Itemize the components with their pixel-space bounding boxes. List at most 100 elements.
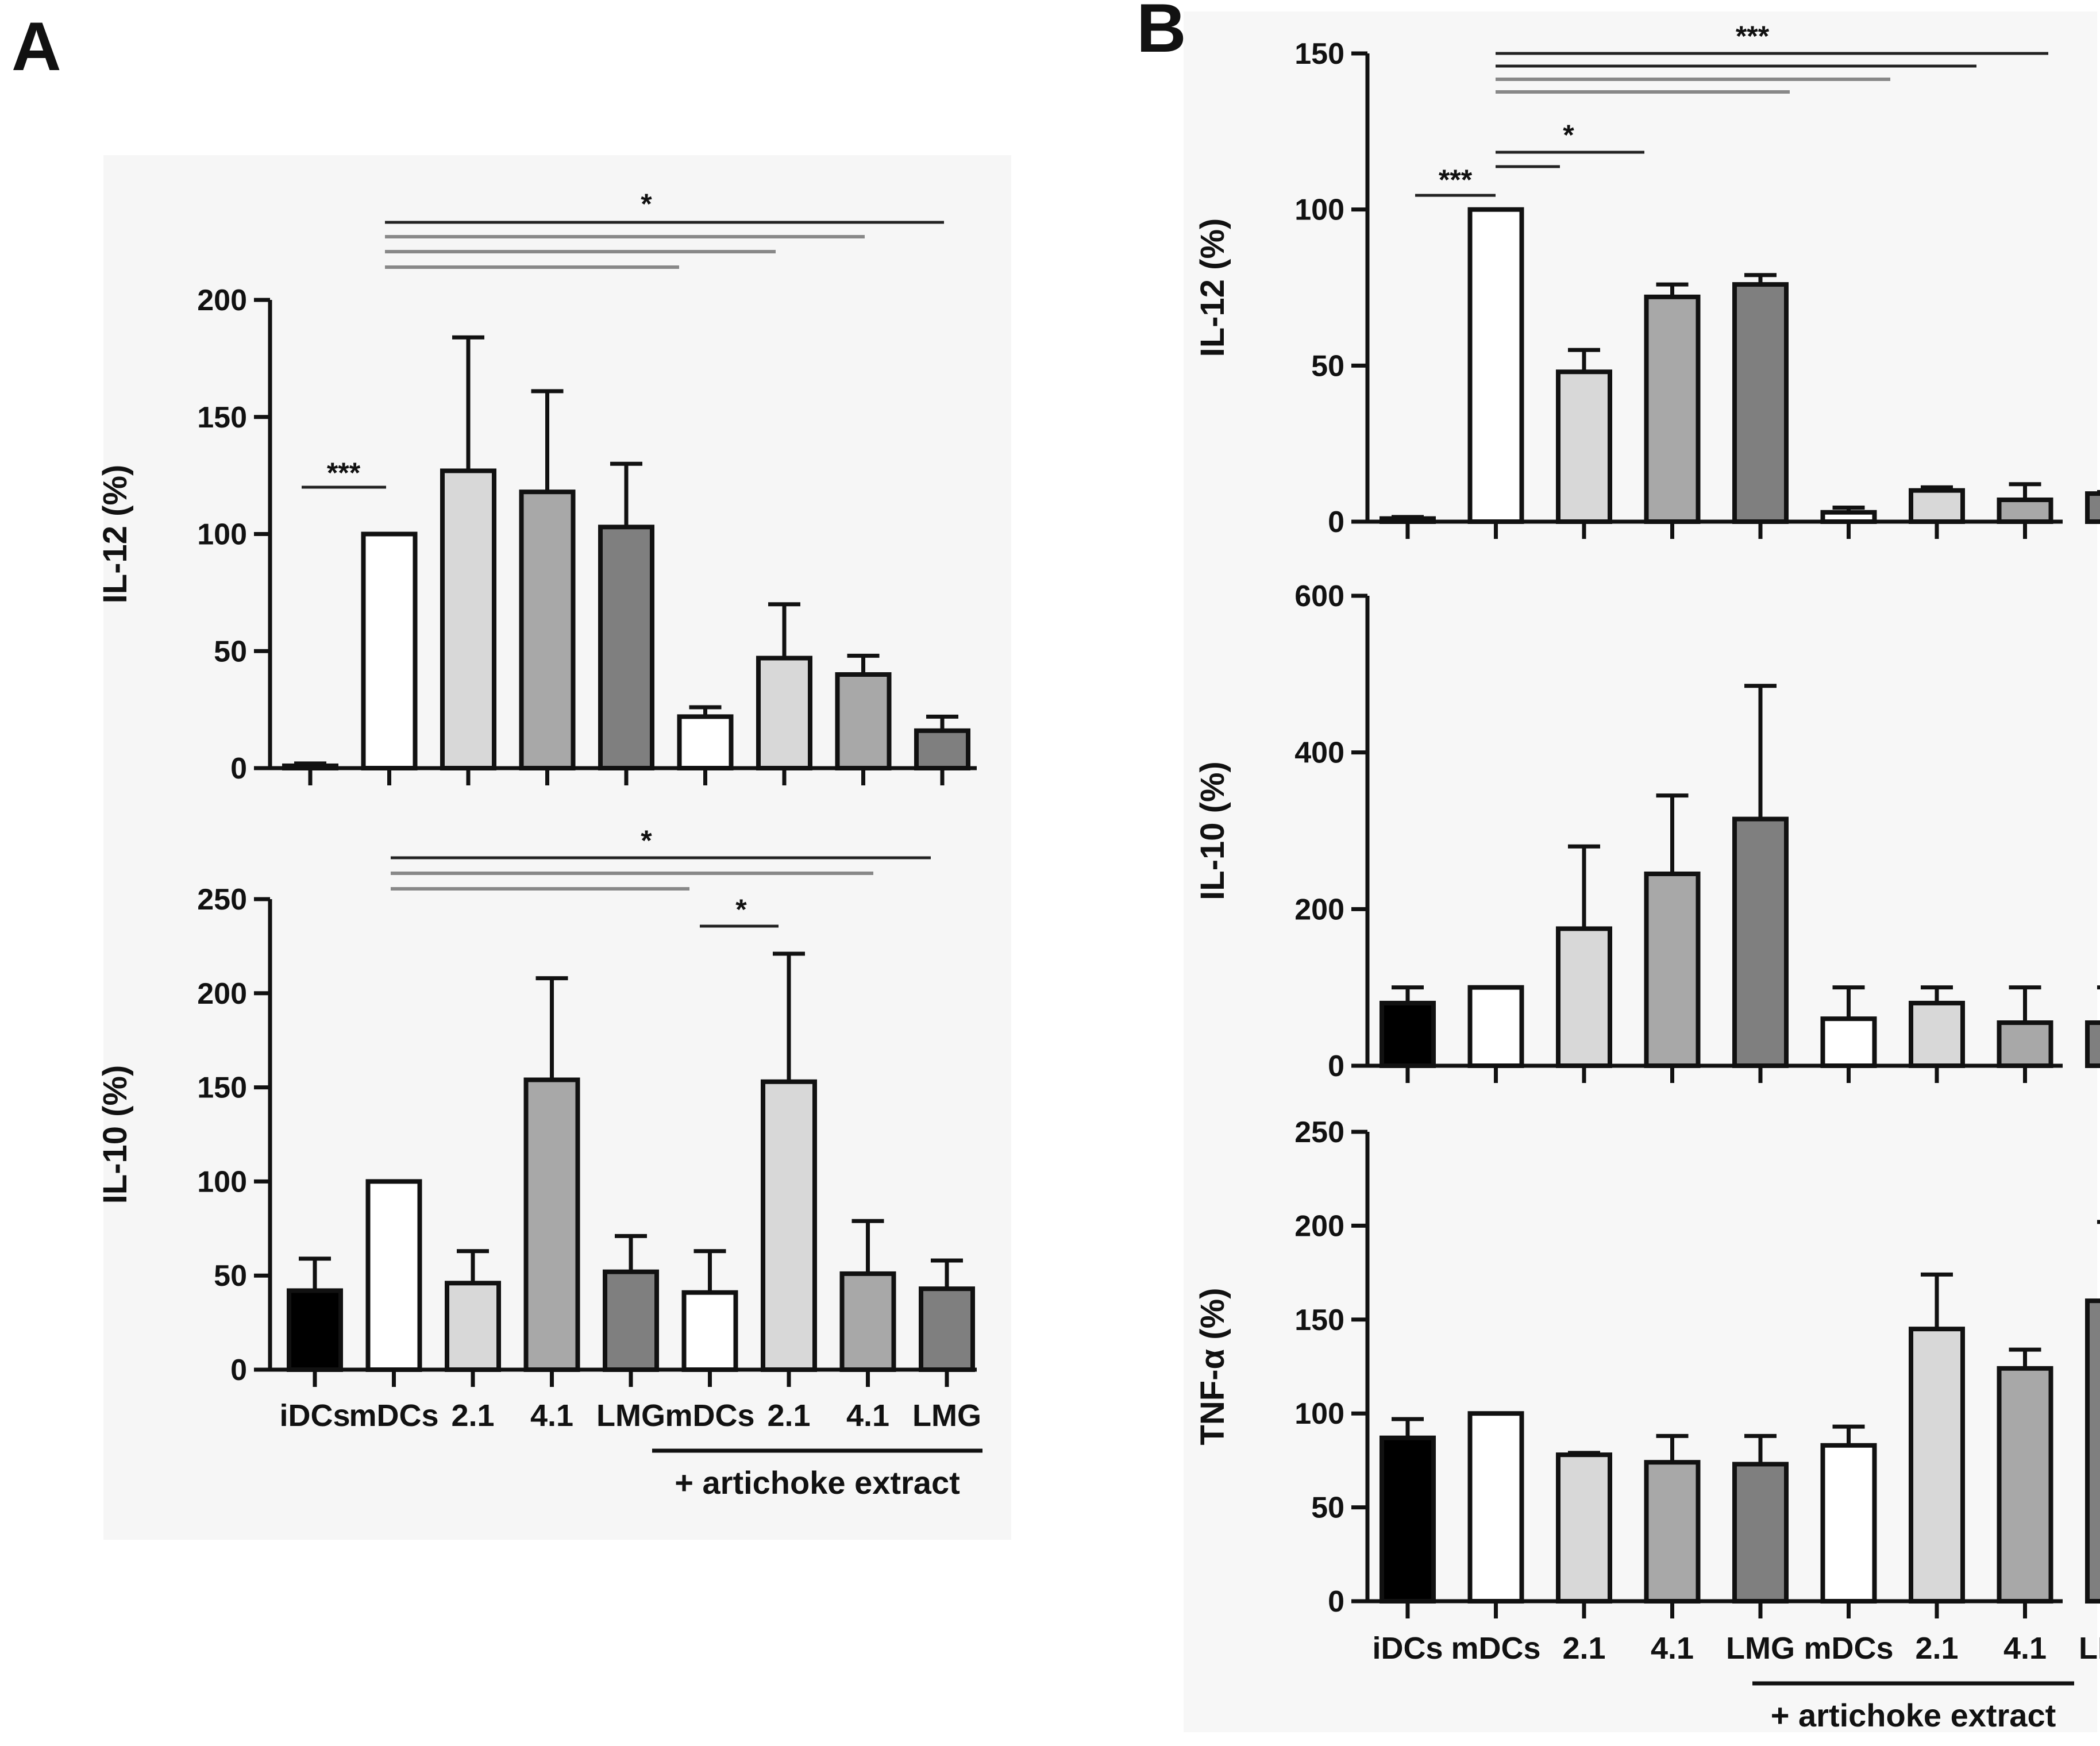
panel-b-category-label-5: mDCs bbox=[1804, 1631, 1893, 1666]
bar-B_IL12-1 bbox=[1467, 207, 1524, 524]
panel-a-group-label: + artichoke extract bbox=[675, 1464, 960, 1501]
panel-a-category-label-5: mDCs bbox=[665, 1398, 754, 1433]
significance-label: * bbox=[1563, 119, 1574, 151]
bar-B_IL10-2 bbox=[1556, 926, 1612, 1068]
bar-B_TNF-2 bbox=[1556, 1452, 1612, 1604]
y-axis-label: TNF-α (%) bbox=[1194, 1288, 1231, 1445]
bar-B_IL12-3 bbox=[1644, 294, 1701, 524]
bar-A_IL12-4 bbox=[598, 525, 654, 771]
bar-B_IL10-6 bbox=[1909, 1000, 1965, 1069]
bar-B_IL10-8 bbox=[2085, 1020, 2100, 1069]
y-tick-label: 0 bbox=[230, 1354, 247, 1387]
y-axis-label: IL-10 (%) bbox=[97, 1065, 134, 1204]
panel-a-category-label-1: mDCs bbox=[349, 1398, 438, 1433]
y-tick-label: 0 bbox=[1328, 1585, 1344, 1618]
y-tick-label: 150 bbox=[1294, 1304, 1344, 1337]
bar-B_IL12-7 bbox=[1997, 497, 2053, 525]
y-tick-label: 100 bbox=[1294, 1397, 1344, 1431]
bar-B_IL12-0 bbox=[1380, 516, 1436, 524]
y-tick-label: 250 bbox=[197, 883, 247, 916]
panel-b-group-label: + artichoke extract bbox=[1771, 1697, 2056, 1733]
y-axis-label: IL-10 (%) bbox=[1194, 761, 1231, 900]
panel-b-category-label-3: 4.1 bbox=[1651, 1631, 1694, 1666]
panel-b-category-label-4: LMG bbox=[1726, 1631, 1795, 1666]
bar-A_IL10-7 bbox=[839, 1271, 896, 1373]
bar-B_TNF-1 bbox=[1467, 1411, 1524, 1604]
panel-a-category-label-0: iDCs bbox=[279, 1398, 350, 1433]
y-tick-label: 600 bbox=[1294, 580, 1344, 613]
panel-b-category-label-7: 4.1 bbox=[2003, 1631, 2047, 1666]
y-tick-label: 150 bbox=[197, 1072, 247, 1105]
y-tick-label: 400 bbox=[1294, 737, 1344, 770]
bar-A_IL10-6 bbox=[761, 1079, 817, 1372]
y-tick-label: 50 bbox=[214, 1259, 247, 1293]
y-tick-label: 50 bbox=[214, 635, 247, 668]
bar-B_TNF-4 bbox=[1732, 1462, 1789, 1604]
y-tick-label: 200 bbox=[1294, 893, 1344, 926]
bar-B_IL12-5 bbox=[1820, 510, 1877, 525]
significance-label: * bbox=[735, 893, 747, 926]
significance-label: *** bbox=[1736, 20, 1770, 52]
significance-label: * bbox=[641, 824, 652, 857]
panel-a-category-label-4: LMG bbox=[596, 1398, 665, 1433]
bar-B_IL12-8 bbox=[2085, 491, 2100, 524]
panel-label-b: B bbox=[1136, 0, 1186, 67]
y-tick-label: 100 bbox=[197, 518, 247, 552]
bar-B_IL10-1 bbox=[1467, 985, 1524, 1068]
bar-B_IL10-5 bbox=[1820, 1016, 1877, 1068]
bar-A_IL12-8 bbox=[914, 728, 970, 771]
y-tick-label: 200 bbox=[197, 284, 247, 317]
bar-B_TNF-7 bbox=[1997, 1366, 2053, 1604]
bar-B_IL12-2 bbox=[1556, 369, 1612, 524]
panel-a-category-label-6: 2.1 bbox=[767, 1398, 810, 1433]
bar-B_IL12-4 bbox=[1732, 282, 1789, 524]
bar-B_IL10-0 bbox=[1380, 1000, 1436, 1069]
bar-A_IL10-0 bbox=[287, 1288, 343, 1372]
panel-b-category-label-1: mDCs bbox=[1451, 1631, 1540, 1666]
panel-a-category-label-2: 2.1 bbox=[451, 1398, 494, 1433]
bar-A_IL12-5 bbox=[677, 714, 734, 770]
y-tick-label: 0 bbox=[1328, 1050, 1344, 1083]
bar-B_IL10-3 bbox=[1644, 871, 1701, 1068]
panel-b-category-label-8: LMG bbox=[2079, 1631, 2100, 1666]
bar-B_TNF-3 bbox=[1644, 1460, 1701, 1604]
y-tick-label: 100 bbox=[197, 1165, 247, 1198]
bar-A_IL12-6 bbox=[756, 656, 812, 770]
y-tick-label: 200 bbox=[197, 977, 247, 1011]
y-tick-label: 150 bbox=[197, 401, 247, 434]
bar-A_IL10-5 bbox=[681, 1290, 738, 1373]
bar-A_IL10-4 bbox=[603, 1269, 659, 1372]
bar-A_IL10-2 bbox=[445, 1281, 501, 1372]
y-axis-label: IL-12 (%) bbox=[97, 465, 134, 604]
y-tick-label: 50 bbox=[1311, 1491, 1344, 1525]
bar-A_IL12-1 bbox=[361, 531, 418, 770]
bar-A_IL12-2 bbox=[440, 468, 496, 770]
y-tick-label: 150 bbox=[1294, 37, 1344, 71]
bar-A_IL12-7 bbox=[835, 672, 892, 770]
y-tick-label: 100 bbox=[1294, 194, 1344, 227]
significance-label: *** bbox=[1439, 164, 1473, 196]
panel-b-category-label-2: 2.1 bbox=[1562, 1631, 1605, 1666]
y-tick-label: 50 bbox=[1311, 349, 1344, 383]
bar-A_IL10-3 bbox=[523, 1077, 580, 1372]
y-tick-label: 0 bbox=[1328, 506, 1344, 539]
panel-b-category-label-6: 2.1 bbox=[1915, 1631, 1958, 1666]
bar-A_IL10-1 bbox=[365, 1179, 422, 1372]
panel-a-category-label-3: 4.1 bbox=[530, 1398, 573, 1433]
bar-B_IL10-4 bbox=[1732, 816, 1789, 1069]
y-axis-label: IL-12 (%) bbox=[1194, 218, 1231, 357]
y-tick-label: 200 bbox=[1294, 1209, 1344, 1243]
panel-b-category-label-0: iDCs bbox=[1372, 1631, 1443, 1666]
bar-B_TNF-5 bbox=[1820, 1443, 1877, 1604]
bar-A_IL12-3 bbox=[519, 490, 576, 771]
bar-B_TNF-0 bbox=[1380, 1435, 1436, 1604]
bar-B_TNF-8 bbox=[2085, 1298, 2100, 1604]
bar-A_IL12-0 bbox=[282, 763, 338, 771]
panel-a-category-label-7: 4.1 bbox=[846, 1398, 889, 1433]
y-tick-label: 250 bbox=[1294, 1116, 1344, 1149]
significance-label: *** bbox=[327, 457, 361, 489]
bar-B_IL12-6 bbox=[1909, 488, 1965, 525]
panel-label-a: A bbox=[11, 8, 61, 85]
